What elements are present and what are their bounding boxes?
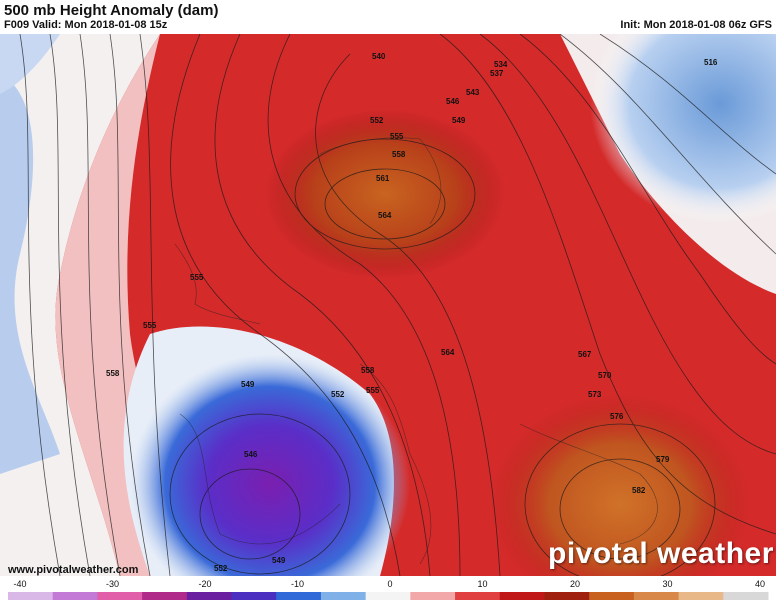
contour-label: 540 (372, 52, 386, 61)
colorbar-segment (633, 592, 680, 600)
map-title: 500 mb Height Anomaly (dam) (4, 2, 219, 19)
contour-label: 573 (588, 390, 602, 399)
contour-label: 570 (598, 371, 612, 380)
contour-label: 564 (378, 211, 392, 220)
colorbar-segment (589, 592, 635, 600)
contour-label: 555 (390, 132, 404, 141)
contour-label: 534 (494, 60, 508, 69)
colorbar-segment (678, 592, 724, 600)
colorbar-segment (52, 592, 98, 600)
contour-label: 552 (331, 390, 345, 399)
contour-label: 552 (370, 116, 384, 125)
colorbar-tick-label: -40 (13, 579, 26, 589)
contour-label: 561 (376, 174, 390, 183)
header: 500 mb Height Anomaly (dam) F009 Valid: … (0, 0, 776, 34)
colorbar-segment (544, 592, 590, 600)
contour-label: 579 (656, 455, 670, 464)
colorbar-svg: -40 -30 -20 -10 0 10 20 30 40 (8, 579, 769, 600)
colorbar-tick-label: 10 (477, 579, 487, 589)
height-contours (19, 33, 776, 585)
colorbar-segment (723, 592, 769, 600)
contour-labels: 540 534 537 543 546 549 552 555 558 561 … (0, 34, 776, 576)
contour-label: 555 (190, 273, 204, 282)
contour-label: 576 (610, 412, 624, 421)
colorbar-segment (186, 592, 233, 600)
contour-label: 546 (244, 450, 258, 459)
contour-label: 549 (241, 380, 255, 389)
colorbar: -40 -30 -20 -10 0 10 20 30 40 (0, 576, 776, 600)
colorbar-segment (142, 592, 188, 600)
contour-label: 549 (272, 556, 286, 565)
colorbar-tick-label: 40 (755, 579, 765, 589)
contour-label: 564 (441, 348, 455, 357)
contour-label: 546 (446, 97, 460, 106)
colorbar-segment (320, 592, 367, 600)
colorbar-tick-label: 30 (662, 579, 672, 589)
colorbar-tick-label: -30 (106, 579, 119, 589)
website-credit: www.pivotalweather.com (8, 564, 139, 576)
colorbar-segment (8, 592, 54, 600)
colorbar-tick-label: 0 (387, 579, 392, 589)
contour-label: 582 (632, 486, 646, 495)
contour-label: 558 (361, 366, 375, 375)
colorbar-tick-label: -10 (291, 579, 304, 589)
contour-label: 543 (466, 88, 480, 97)
pivotal-weather-logo: pivotal weather (548, 537, 774, 570)
valid-time: F009 Valid: Mon 2018-01-08 15z (4, 19, 168, 31)
contour-label: 549 (452, 116, 466, 125)
colorbar-segment (410, 592, 456, 600)
init-time: Init: Mon 2018-01-08 06z GFS (620, 19, 772, 31)
colorbar-segment (499, 592, 545, 600)
colorbar-segment (231, 592, 277, 600)
contour-label: 537 (490, 69, 504, 78)
contour-label: 558 (392, 150, 406, 159)
colorbar-tick-label: -20 (198, 579, 211, 589)
colorbar-segment (455, 592, 501, 600)
colorbar-segment (365, 592, 411, 600)
contour-label: 516 (704, 58, 718, 67)
colorbar-segment (97, 592, 143, 600)
contour-label: 567 (578, 350, 592, 359)
colorbar-segment (276, 592, 322, 600)
contour-label: 558 (106, 369, 120, 378)
contour-label: 555 (366, 386, 380, 395)
contour-label: 552 (214, 564, 228, 573)
colorbar-tick-label: 20 (570, 579, 580, 589)
contour-label: 555 (143, 321, 157, 330)
